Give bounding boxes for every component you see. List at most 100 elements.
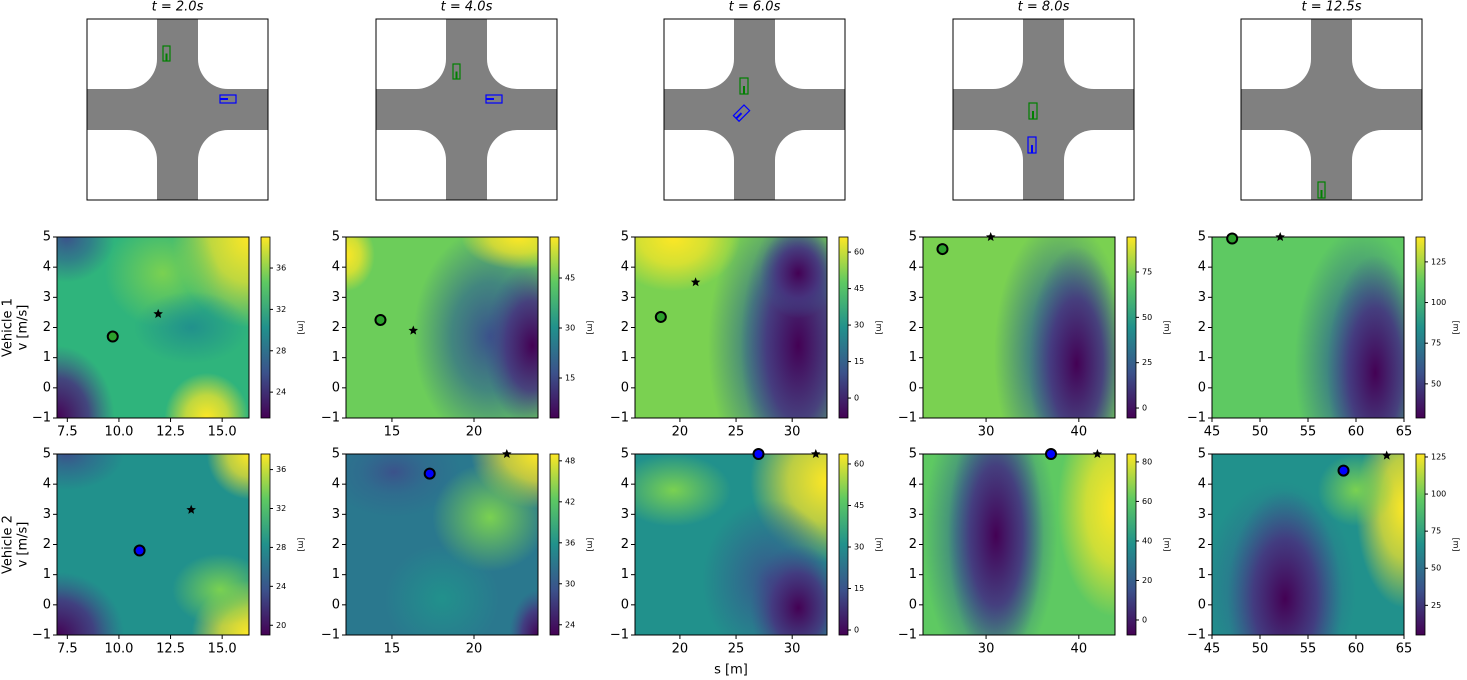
y-tick-label: −1 [32, 411, 51, 426]
x-tick-label: 20 [466, 425, 483, 440]
y-tick-label: 1 [621, 567, 629, 582]
x-tick-label: 55 [1300, 642, 1317, 657]
field-shade [57, 345, 115, 418]
y-tick-label: 3 [332, 507, 340, 522]
x-tick-label: 55 [1300, 425, 1317, 440]
y-tick-label: 2 [909, 320, 917, 335]
colorbar-label: [m] [1163, 320, 1172, 334]
vehicle [219, 94, 237, 104]
x-tick-label: 25 [728, 642, 745, 657]
y-tick-label: −1 [1187, 628, 1206, 643]
y-tick-label: 5 [43, 230, 51, 245]
colorbar-tick-label: 15 [854, 584, 864, 593]
y-tick-label: 5 [909, 447, 917, 462]
y-tick-label: 1 [909, 350, 917, 365]
field-shade [172, 553, 249, 626]
colorbar-label: [m] [297, 537, 306, 551]
colorbar-tick-label: 50 [1431, 379, 1441, 388]
colorbar-tick-label: 48 [565, 456, 575, 465]
target-star [153, 308, 163, 318]
colorbar-tick-label: 75 [1142, 268, 1152, 277]
contour-field [57, 454, 249, 635]
contour-field [346, 454, 538, 635]
corner [87, 19, 157, 89]
x-tick-label: 15 [384, 642, 401, 657]
snapshot-frame [952, 18, 1135, 201]
y-tick-label: −1 [898, 411, 917, 426]
y-tick-label: 4 [43, 477, 51, 492]
colorbar-tick-label: 45 [854, 284, 864, 293]
y-tick-label: 1 [1198, 350, 1206, 365]
colorbar-label: [m] [1452, 320, 1461, 334]
field-shade [133, 291, 249, 364]
x-tick-label: 60 [1348, 425, 1365, 440]
colorbar-tick-label: 60 [854, 248, 864, 257]
colorbar-tick-label: 30 [854, 321, 864, 330]
y-tick-label: 1 [1198, 567, 1206, 582]
colorbar-tick-label: 36 [276, 264, 286, 273]
colorbar-tick-label: 32 [276, 504, 286, 513]
field-shade [164, 372, 249, 418]
colorbar-tick-label: 125 [1431, 452, 1446, 461]
y-tick-label: 4 [43, 260, 51, 275]
field-shade [57, 454, 125, 491]
y-tick-label: 3 [909, 290, 917, 305]
y-tick-label: −1 [1187, 411, 1206, 426]
colorbar [549, 453, 560, 636]
corner [953, 130, 1023, 200]
y-tick-label: 4 [621, 477, 629, 492]
colorbar-tick-label: 0 [854, 394, 859, 403]
vehicle [1027, 136, 1037, 154]
y-tick-label: 0 [1198, 380, 1206, 395]
snapshot-title: t = 6.0s [729, 0, 781, 15]
colorbar [260, 236, 271, 419]
x-tick-label: 7.5 [57, 642, 78, 657]
colorbar [1415, 453, 1426, 636]
y-tick-label: 1 [332, 567, 340, 582]
y-tick-label: 5 [909, 230, 917, 245]
contour-field [635, 454, 827, 635]
x-tick-label: 50 [1252, 642, 1269, 657]
field-shade [635, 237, 741, 292]
x-tick-label: 50 [1252, 425, 1269, 440]
target-star [1275, 232, 1285, 241]
field-shade [461, 237, 538, 270]
y-tick-label: −1 [321, 411, 340, 426]
y-tick-label: 5 [621, 230, 629, 245]
field-shade [1227, 490, 1343, 635]
field-shade [57, 571, 125, 635]
corner [953, 19, 1023, 89]
target-star [690, 277, 701, 287]
y-tick-label: 0 [909, 380, 917, 395]
vehicle-body [732, 104, 751, 123]
corner [1352, 130, 1422, 200]
row-y-label: v [m/s] [16, 305, 31, 351]
y-tick-label: 4 [1198, 477, 1206, 492]
y-tick-label: 4 [909, 260, 917, 275]
field-shade [384, 544, 500, 635]
x-tick-label: 10.0 [104, 425, 133, 440]
colorbar-tick-label: 80 [1142, 457, 1152, 466]
row-vehicle-label: Vehicle 1 [1, 298, 16, 357]
colorbar-tick-label: 20 [1142, 576, 1152, 585]
y-tick-label: 0 [621, 597, 629, 612]
vehicle [485, 94, 503, 104]
snapshot-title: t = 8.0s [1018, 0, 1070, 15]
y-tick-label: 3 [43, 507, 51, 522]
y-tick-label: −1 [898, 628, 917, 643]
y-tick-label: 0 [332, 597, 340, 612]
corner [1352, 19, 1422, 89]
colorbar-tick-label: 0 [1142, 404, 1147, 413]
y-tick-label: 5 [621, 447, 629, 462]
colorbar-label: [m] [1452, 537, 1461, 551]
corner [1064, 19, 1134, 89]
y-tick-label: 4 [621, 260, 629, 275]
field-shade [759, 237, 827, 319]
field-shade [1057, 454, 1115, 617]
colorbar-label: [m] [1163, 537, 1172, 551]
colorbar-tick-label: 24 [276, 582, 286, 591]
y-tick-label: 2 [43, 320, 51, 335]
y-tick-label: 4 [1198, 260, 1206, 275]
y-tick-label: 0 [332, 380, 340, 395]
colorbar-tick-label: 40 [1142, 536, 1152, 545]
